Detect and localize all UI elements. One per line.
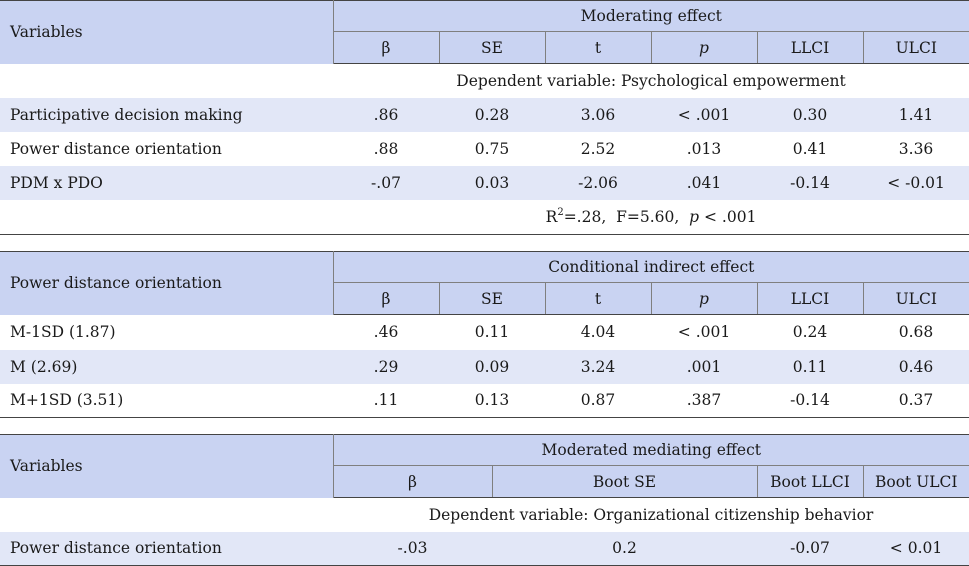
table-row: Power distance orientation .88 0.75 2.52… [0, 131, 969, 166]
table-row: Participative decision making .86 0.28 3… [0, 97, 969, 132]
table-cell: -0.14 [757, 165, 863, 200]
table-cell: .041 [651, 165, 757, 200]
table-cell: 0.75 [439, 131, 545, 166]
table-cell: 0.41 [757, 131, 863, 166]
column-header: β [333, 465, 492, 498]
column-header: Boot SE [491, 465, 757, 498]
moderated-mediating-effect-table: Variables Moderated mediating effect β B… [0, 434, 969, 566]
table-cell: 3.06 [545, 97, 651, 132]
group-header: Moderated mediating effect [333, 434, 969, 466]
table-cell: 0.68 [863, 314, 969, 350]
table-cell: -0.14 [757, 383, 863, 418]
p-value: < .001 [699, 207, 757, 226]
column-header: ULCI [862, 282, 969, 315]
moderating-effect-table: Variables Moderating effect β SE t p LLC… [0, 0, 969, 235]
column-header: LLCI [756, 31, 863, 64]
table-cell: 0.03 [439, 165, 545, 200]
table-row: M+1SD (3.51) .11 0.13 0.87 .387 -0.14 0.… [0, 383, 969, 418]
table-cell: .387 [651, 383, 757, 418]
row-label: M+1SD (3.51) [0, 383, 333, 418]
table-cell: .29 [333, 349, 439, 384]
column-header: p [650, 31, 757, 64]
row-header: Power distance orientation [0, 251, 334, 315]
group-header: Moderating effect [333, 0, 969, 32]
table-cell: 0.30 [757, 97, 863, 132]
table-cell: 1.41 [863, 97, 969, 132]
table-row: Power distance orientation -.03 0.2 -0.0… [0, 531, 969, 566]
table-cell: 0.11 [439, 314, 545, 350]
table-cell: 0.87 [545, 383, 651, 418]
column-header: SE [438, 31, 545, 64]
table-row: M-1SD (1.87) .46 0.11 4.04 < .001 0.24 0… [0, 314, 969, 350]
row-label: M (2.69) [0, 349, 333, 384]
table-cell: 4.04 [545, 314, 651, 350]
column-header: ULCI [862, 31, 969, 64]
row-label: Power distance orientation [0, 531, 333, 566]
table-cell: < .001 [651, 97, 757, 132]
column-header: β [333, 31, 439, 64]
table-cell: < .001 [651, 314, 757, 350]
dependent-variable-label: Dependent variable: Organizational citiz… [333, 497, 969, 532]
table-cell: 0.28 [439, 97, 545, 132]
table-cell: 0.13 [439, 383, 545, 418]
conditional-indirect-effect-table: Power distance orientation Conditional i… [0, 251, 969, 418]
column-header: t [544, 282, 651, 315]
table-cell: 0.2 [492, 531, 757, 566]
r-superscript: 2 [557, 206, 564, 218]
table-cell: < 0.01 [863, 531, 969, 566]
table-cell: .88 [333, 131, 439, 166]
table-cell: 0.46 [863, 349, 969, 384]
table-cell: .46 [333, 314, 439, 350]
column-header: Boot ULCI [862, 465, 969, 498]
model-fit-footer: R2=.28, F=5.60, p < .001 [333, 199, 969, 235]
table-cell: -.03 [333, 531, 492, 566]
table-cell: -2.06 [545, 165, 651, 200]
column-header: SE [438, 282, 545, 315]
table-cell: 0.11 [757, 349, 863, 384]
row-label: Power distance orientation [0, 131, 333, 166]
column-header: p [650, 282, 757, 315]
table-cell: 3.36 [863, 131, 969, 166]
group-header: Conditional indirect effect [333, 251, 969, 283]
column-header: LLCI [756, 282, 863, 315]
row-header: Variables [0, 0, 334, 64]
table-cell: < -0.01 [863, 165, 969, 200]
r-letter: R [545, 207, 558, 226]
table-cell: 0.24 [757, 314, 863, 350]
table-row: M (2.69) .29 0.09 3.24 .001 0.11 0.46 [0, 349, 969, 384]
row-label: PDM x PDO [0, 165, 333, 200]
table-cell: -.07 [333, 165, 439, 200]
row-label: M-1SD (1.87) [0, 314, 333, 350]
table-cell: .013 [651, 131, 757, 166]
column-header: β [333, 282, 439, 315]
table-cell: 2.52 [545, 131, 651, 166]
column-header: t [544, 31, 651, 64]
table-row: PDM x PDO -.07 0.03 -2.06 .041 -0.14 < -… [0, 165, 969, 200]
table-cell: .001 [651, 349, 757, 384]
p-symbol: p [689, 207, 700, 226]
row-header: Variables [0, 434, 334, 498]
fit-stats: =.28, F=5.60, [563, 207, 690, 226]
table-cell: -0.07 [757, 531, 863, 566]
dependent-variable-label: Dependent variable: Psychological empowe… [333, 63, 969, 98]
table-cell: 0.09 [439, 349, 545, 384]
table-cell: 3.24 [545, 349, 651, 384]
table-cell: 0.37 [863, 383, 969, 418]
column-header: Boot LLCI [756, 465, 863, 498]
table-cell: .86 [333, 97, 439, 132]
row-label: Participative decision making [0, 97, 333, 132]
table-cell: .11 [333, 383, 439, 418]
